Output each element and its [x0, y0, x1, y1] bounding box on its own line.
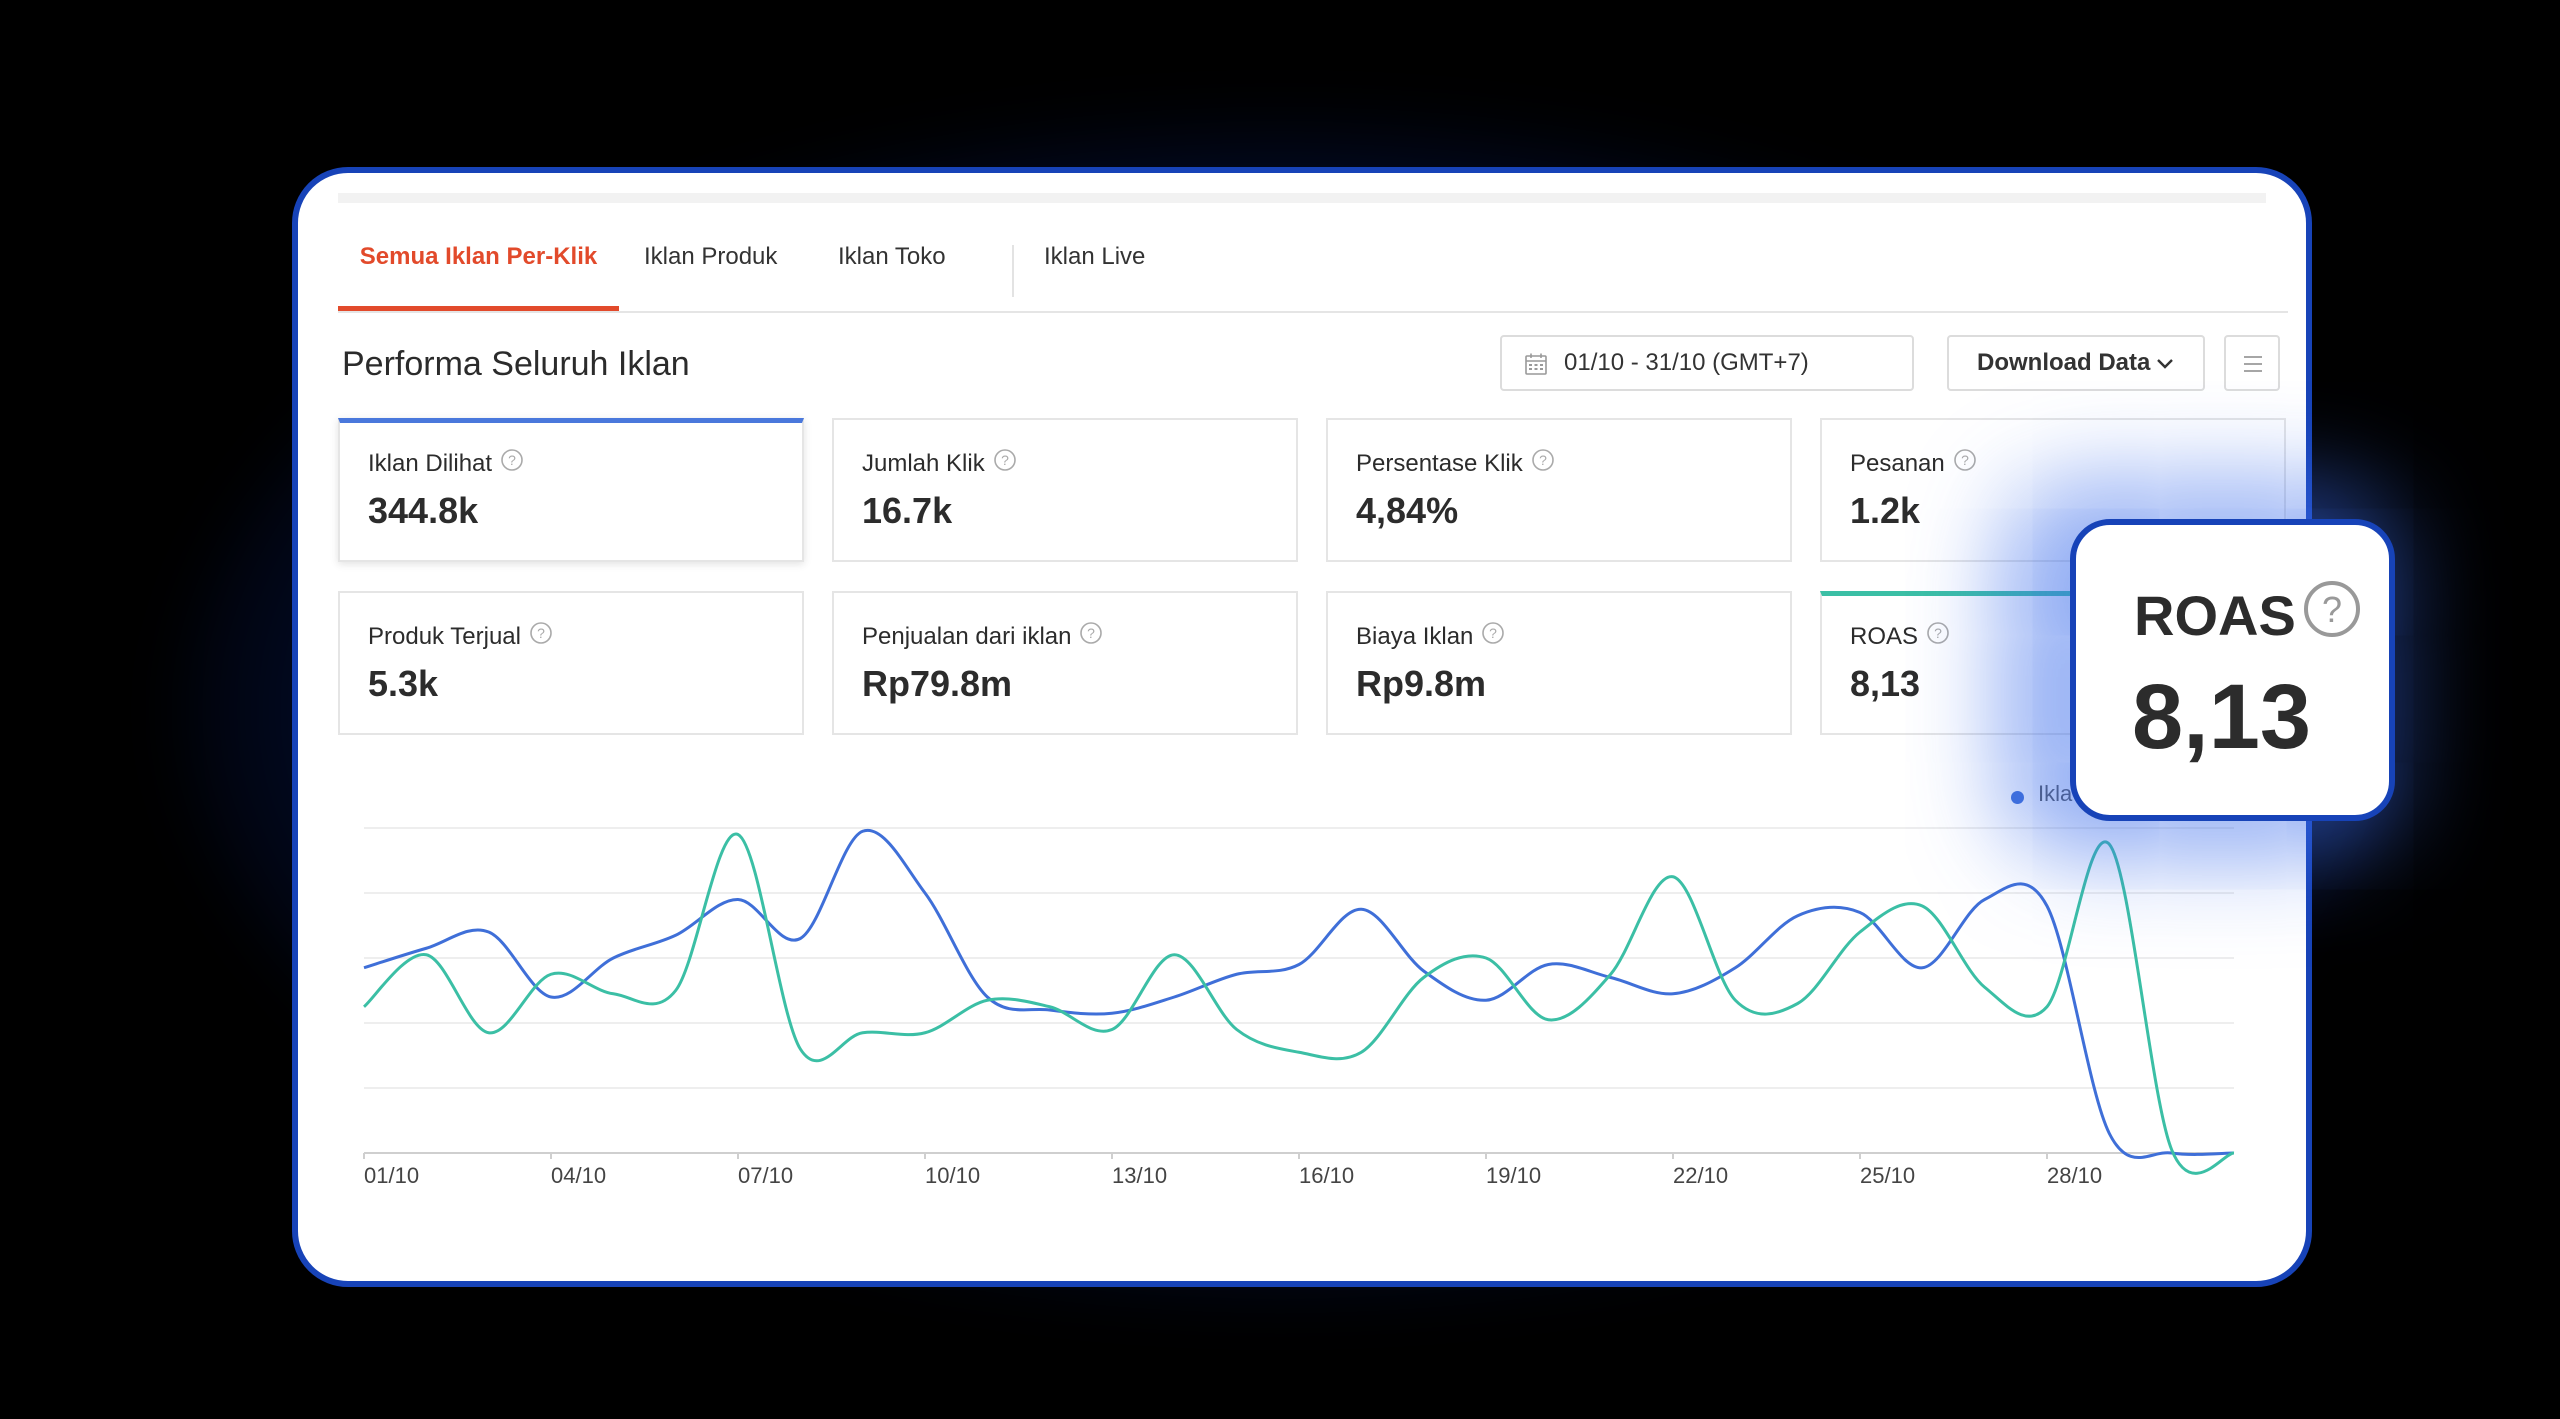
tab-iklan-produk[interactable]: Iklan Produk — [644, 243, 778, 270]
svg-text:?: ? — [1961, 452, 1969, 468]
tab-iklan-live[interactable]: Iklan Live — [1044, 243, 1146, 270]
metric-value: 4,84% — [1356, 490, 1459, 531]
tab-divider — [1012, 245, 1014, 297]
help-icon[interactable]: ? — [529, 621, 553, 652]
metric-persentase-klik[interactable]: Persentase Klik? 4,84% — [1326, 418, 1792, 562]
help-icon[interactable]: ? — [500, 448, 524, 479]
metric-value: 1.2k — [1850, 490, 1921, 531]
tab-iklan-toko[interactable]: Iklan Toko — [838, 243, 946, 270]
roas-highlight-popup: ROAS ? 8,13 — [2070, 519, 2395, 821]
svg-text:?: ? — [1490, 625, 1498, 641]
page-title: Performa Seluruh Iklan — [342, 345, 690, 383]
calendar-icon — [1524, 352, 1548, 381]
metric-pesanan[interactable]: Pesanan? 1.2k — [1820, 418, 2286, 562]
x-tick-label: 04/10 — [551, 1163, 606, 1188]
dashboard-card: Semua Iklan Per-Klik Iklan Produk Iklan … — [292, 167, 2312, 1287]
svg-text:?: ? — [2322, 589, 2342, 630]
x-tick-label: 22/10 — [1673, 1163, 1728, 1188]
help-icon[interactable]: ? — [1079, 621, 1103, 652]
metric-label: Iklan Dilihat — [368, 450, 493, 477]
metric-label: Penjualan dari iklan — [862, 623, 1072, 650]
date-range-text: 01/10 - 31/10 (GMT+7) — [1564, 349, 1809, 376]
metric-value: 16.7k — [862, 490, 953, 531]
metric-jumlah-klik[interactable]: Jumlah Klik? 16.7k — [832, 418, 1298, 562]
svg-text:?: ? — [1088, 625, 1096, 641]
options-menu-button[interactable] — [2224, 335, 2280, 391]
chevron-down-icon — [2155, 357, 2175, 376]
download-data-button[interactable]: Download Data — [1947, 335, 2205, 391]
help-icon[interactable]: ? — [1531, 448, 1555, 479]
metric-produk-terjual[interactable]: Produk Terjual? 5.3k — [338, 591, 804, 735]
date-range-picker[interactable]: 01/10 - 31/10 (GMT+7) — [1500, 335, 1914, 391]
x-tick-label: 10/10 — [925, 1163, 980, 1188]
performance-line-chart: 01/10 04/10 07/10 10/10 13/10 16/10 19/10 22/10… — [362, 827, 2235, 1188]
legend-marker — [2011, 791, 2024, 804]
svg-text:?: ? — [537, 625, 545, 641]
ad-type-tabs: Semua Iklan Per-Klik Iklan Produk Iklan … — [338, 203, 2288, 313]
metric-value: 8,13 — [1850, 663, 1921, 704]
metric-biaya-iklan[interactable]: Biaya Iklan? Rp9.8m — [1326, 591, 1792, 735]
x-tick-label: 25/10 — [1860, 1163, 1915, 1188]
help-icon[interactable]: ? — [1926, 621, 1950, 652]
popup-value: 8,13 — [2132, 666, 2312, 768]
svg-text:?: ? — [1934, 625, 1942, 641]
metric-label: Produk Terjual — [368, 623, 521, 650]
legend-label: Ikla — [2038, 781, 2073, 806]
x-tick-label: 07/10 — [738, 1163, 793, 1188]
metric-value: Rp9.8m — [1356, 663, 1487, 704]
metric-value: 5.3k — [368, 663, 439, 704]
metric-value: 344.8k — [368, 490, 479, 531]
series-line-teal — [362, 832, 2235, 1175]
svg-text:?: ? — [1539, 452, 1547, 468]
download-data-label: Download Data — [1977, 349, 2151, 376]
popup-label: ROAS — [2134, 584, 2296, 647]
x-tick-label: 19/10 — [1486, 1163, 1541, 1188]
series-line-blue — [363, 828, 2235, 1159]
metric-label: Persentase Klik — [1356, 450, 1523, 477]
top-strip — [338, 193, 2266, 203]
x-tick-label: 13/10 — [1112, 1163, 1167, 1188]
metric-label: Biaya Iklan — [1356, 623, 1474, 650]
metric-iklan-dilihat[interactable]: Iklan Dilihat? 344.8k — [338, 418, 804, 562]
metric-label: Pesanan — [1850, 450, 1945, 477]
metric-value: Rp79.8m — [862, 663, 1013, 704]
svg-text:?: ? — [1001, 452, 1009, 468]
help-icon: ? — [2302, 579, 2362, 644]
metric-label: ROAS — [1850, 623, 1919, 650]
metric-penjualan-dari-iklan[interactable]: Penjualan dari iklan? Rp79.8m — [832, 591, 1298, 735]
help-icon[interactable]: ? — [1953, 448, 1977, 479]
help-icon[interactable]: ? — [993, 448, 1017, 479]
x-tick-label: 16/10 — [1299, 1163, 1354, 1188]
svg-text:?: ? — [508, 452, 516, 468]
x-tick-label: 28/10 — [2047, 1163, 2102, 1188]
x-tick-label: 01/10 — [364, 1163, 419, 1188]
metric-label: Jumlah Klik — [862, 450, 985, 477]
tab-semua-iklan-per-klik[interactable]: Semua Iklan Per-Klik — [338, 203, 619, 311]
help-icon[interactable]: ? — [1481, 621, 1505, 652]
